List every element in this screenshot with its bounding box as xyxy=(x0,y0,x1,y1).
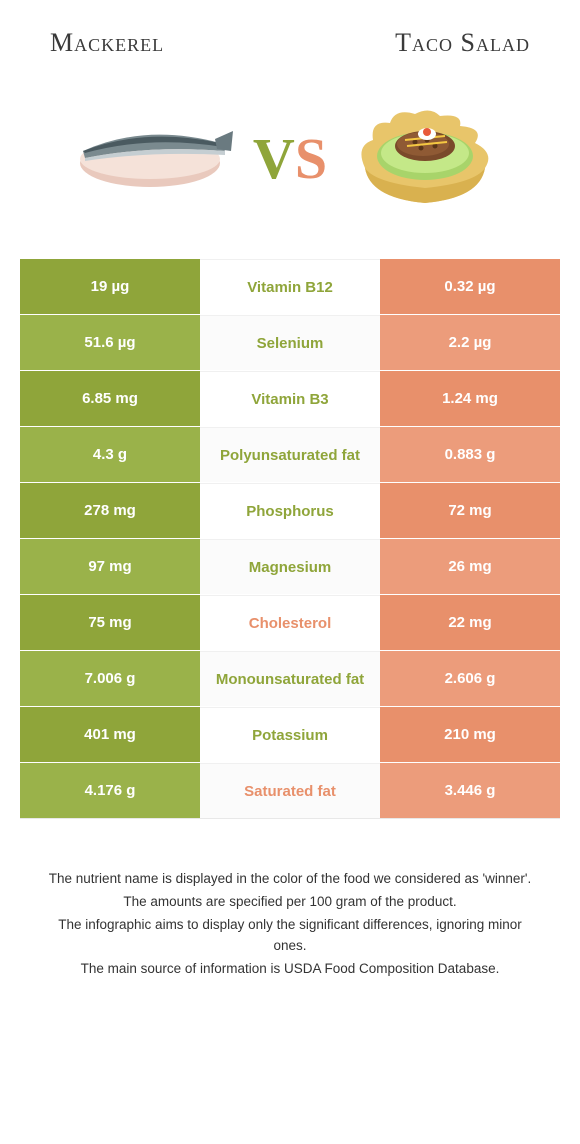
value-right: 3.446 g xyxy=(380,763,560,818)
nutrient-label: Selenium xyxy=(200,315,380,370)
nutrition-table: 19 µgVitamin B120.32 µg51.6 µgSelenium2.… xyxy=(20,258,560,819)
nutrient-label: Polyunsaturated fat xyxy=(200,427,380,482)
footer-line-4: The main source of information is USDA F… xyxy=(40,959,540,980)
nutrient-label: Vitamin B12 xyxy=(200,259,380,314)
value-left: 51.6 µg xyxy=(20,315,200,370)
value-right: 2.606 g xyxy=(380,651,560,706)
value-right: 0.32 µg xyxy=(380,259,560,314)
value-left: 4.3 g xyxy=(20,427,200,482)
vs-v: V xyxy=(253,125,295,192)
taco-salad-image xyxy=(345,98,505,218)
nutrient-label: Phosphorus xyxy=(200,483,380,538)
value-left: 19 µg xyxy=(20,259,200,314)
value-left: 97 mg xyxy=(20,539,200,594)
value-left: 6.85 mg xyxy=(20,371,200,426)
title-right: Taco Salad xyxy=(395,28,530,58)
value-right: 22 mg xyxy=(380,595,560,650)
footer: The nutrient name is displayed in the co… xyxy=(0,819,580,1002)
value-right: 26 mg xyxy=(380,539,560,594)
value-right: 0.883 g xyxy=(380,427,560,482)
nutrient-label: Cholesterol xyxy=(200,595,380,650)
footer-line-2: The amounts are specified per 100 gram o… xyxy=(40,892,540,913)
value-left: 278 mg xyxy=(20,483,200,538)
value-left: 4.176 g xyxy=(20,763,200,818)
table-row: 6.85 mgVitamin B31.24 mg xyxy=(20,370,560,426)
value-left: 75 mg xyxy=(20,595,200,650)
table-row: 401 mgPotassium210 mg xyxy=(20,706,560,762)
nutrient-label: Potassium xyxy=(200,707,380,762)
value-left: 7.006 g xyxy=(20,651,200,706)
table-row: 51.6 µgSelenium2.2 µg xyxy=(20,314,560,370)
table-row: 75 mgCholesterol22 mg xyxy=(20,594,560,650)
value-right: 210 mg xyxy=(380,707,560,762)
value-right: 72 mg xyxy=(380,483,560,538)
mackerel-image xyxy=(75,98,235,218)
title-left: Mackerel xyxy=(50,28,164,58)
value-right: 1.24 mg xyxy=(380,371,560,426)
vs-label: V S xyxy=(253,125,327,192)
vs-s: S xyxy=(295,125,327,192)
table-row: 278 mgPhosphorus72 mg xyxy=(20,482,560,538)
footer-line-1: The nutrient name is displayed in the co… xyxy=(40,869,540,890)
table-row: 97 mgMagnesium26 mg xyxy=(20,538,560,594)
nutrient-label: Magnesium xyxy=(200,539,380,594)
value-left: 401 mg xyxy=(20,707,200,762)
table-row: 7.006 gMonounsaturated fat2.606 g xyxy=(20,650,560,706)
footer-line-3: The infographic aims to display only the… xyxy=(40,915,540,957)
nutrient-label: Saturated fat xyxy=(200,763,380,818)
value-right: 2.2 µg xyxy=(380,315,560,370)
nutrient-label: Monounsaturated fat xyxy=(200,651,380,706)
nutrient-label: Vitamin B3 xyxy=(200,371,380,426)
vs-row: V S xyxy=(0,68,580,258)
table-row: 19 µgVitamin B120.32 µg xyxy=(20,258,560,314)
table-row: 4.3 gPolyunsaturated fat0.883 g xyxy=(20,426,560,482)
header: Mackerel Taco Salad xyxy=(0,0,580,68)
table-row: 4.176 gSaturated fat3.446 g xyxy=(20,762,560,818)
